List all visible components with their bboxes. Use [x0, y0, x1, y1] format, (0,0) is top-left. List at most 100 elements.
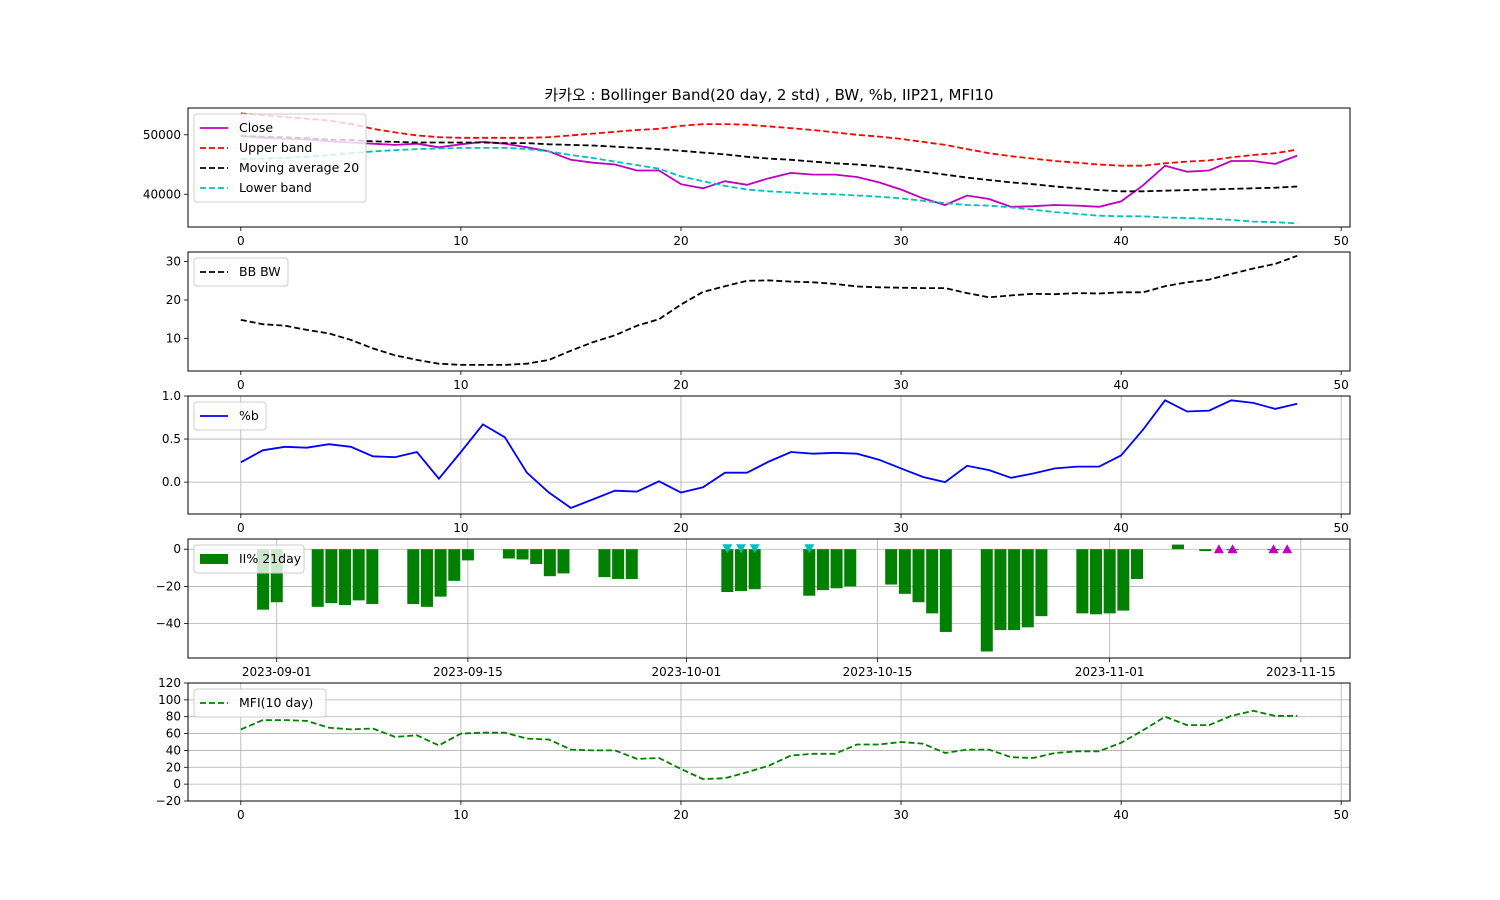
bar	[598, 549, 611, 578]
series-line-bb-bw	[240, 254, 1298, 366]
x-tick-label: 2023-09-15	[433, 665, 503, 679]
bar	[1090, 549, 1103, 615]
bar	[1076, 549, 1089, 614]
legend-box	[193, 688, 327, 718]
bar	[1117, 549, 1130, 611]
bar	[1035, 549, 1048, 617]
x-tick-label: 0	[237, 808, 245, 822]
buy-signal-marker	[1268, 544, 1279, 554]
bar	[543, 549, 556, 577]
x-tick-label: 20	[673, 234, 688, 248]
y-tick-label: 1.0	[162, 389, 181, 403]
x-tick-label: 40	[1113, 234, 1128, 248]
panel-mfi: 0 10 20 30 40 50 −20 0 20 40 60 80 100 120 MFI(10 day)	[156, 676, 1351, 822]
bar	[434, 549, 447, 597]
bar	[1199, 549, 1212, 552]
bar	[748, 549, 761, 590]
y-tick-label: 30	[166, 255, 181, 269]
legend: BB BW	[193, 257, 289, 287]
x-tick-label: 0	[237, 378, 245, 392]
y-tick-label: −20	[156, 579, 181, 593]
bar	[1130, 549, 1143, 579]
bar	[926, 549, 939, 614]
legend-label: BB BW	[239, 264, 281, 279]
series-line-moving-average-20	[240, 135, 1298, 193]
y-tick-label: 0	[173, 542, 181, 556]
x-tick-label: 2023-09-01	[242, 665, 312, 679]
legend-label: %b	[239, 408, 259, 423]
x-tick-label: 50	[1334, 521, 1349, 535]
plot-area	[240, 254, 1298, 366]
panel-bollinger: 0 10 20 30 40 50 40000 50000 Close Upper band Movi…	[143, 107, 1351, 248]
x-tick-label: 50	[1334, 234, 1349, 248]
bar	[612, 549, 625, 579]
series-line--b	[240, 399, 1298, 510]
buy-signal-marker	[1282, 544, 1293, 554]
x-tick-label: 10	[453, 521, 468, 535]
axes-frame	[187, 682, 1351, 802]
legend-box	[193, 257, 289, 287]
y-tick-label: −20	[156, 794, 181, 808]
panel-percent-b: 0 10 20 30 40 50 0.0 0.5 1.0 %b	[162, 389, 1351, 535]
x-tick-label: 20	[673, 521, 688, 535]
y-tick-label: 40	[166, 743, 181, 757]
x-tick-label: 40	[1113, 378, 1128, 392]
bar	[912, 549, 925, 603]
legend-label: Close	[239, 120, 273, 135]
sell-signal-marker	[749, 544, 760, 554]
bar	[885, 549, 898, 585]
y-tick-label: 80	[166, 710, 181, 724]
bar	[311, 549, 324, 607]
y-tick-label: 10	[166, 331, 181, 345]
bar	[448, 549, 461, 581]
bar	[898, 549, 911, 594]
x-tick-label: 40	[1113, 808, 1128, 822]
bar	[803, 549, 816, 596]
bar	[366, 549, 379, 605]
bar	[339, 549, 352, 606]
axes-frame	[187, 107, 1351, 228]
y-tick-label: 0.0	[162, 475, 181, 489]
panel-bandwidth: 0 10 20 30 40 50 10 20 30 BB BW	[166, 251, 1351, 392]
x-tick-label: 50	[1334, 808, 1349, 822]
axes-frame	[187, 395, 1351, 515]
legend-label: Moving average 20	[239, 160, 359, 175]
bar	[407, 549, 420, 605]
bar	[420, 549, 433, 607]
legend-box	[193, 544, 305, 574]
x-tick-label: 10	[453, 378, 468, 392]
bar	[625, 549, 638, 579]
series-line-mfi-10-day-	[240, 709, 1298, 781]
x-tick-label: 10	[453, 234, 468, 248]
y-tick-label: 20	[166, 760, 181, 774]
plot-area	[240, 112, 1298, 225]
y-tick-label: 60	[166, 727, 181, 741]
y-tick-label: 0	[173, 777, 181, 791]
buy-signal-marker	[1227, 544, 1238, 554]
buy-signal-marker	[1213, 544, 1224, 554]
bar	[816, 549, 829, 591]
panel-ii-percent: 2023-09-01 2023-09-15 2023-10-01 2023-10-15…	[156, 538, 1351, 679]
bar	[461, 549, 474, 561]
x-tick-label: 40	[1113, 521, 1128, 535]
legend: %b	[193, 401, 267, 431]
legend-label: Lower band	[239, 180, 312, 195]
x-tick-label: 2023-10-01	[652, 665, 722, 679]
bar	[735, 549, 748, 592]
x-tick-label: 2023-10-15	[843, 665, 913, 679]
x-tick-label: 30	[893, 378, 908, 392]
bar	[980, 549, 993, 652]
bar	[557, 549, 570, 574]
axes-frame	[187, 538, 1351, 659]
plot-area	[240, 709, 1298, 781]
bar	[502, 549, 515, 559]
y-tick-label: 0.5	[162, 432, 181, 446]
legend-box	[193, 113, 367, 203]
legend-box	[193, 401, 267, 431]
x-tick-label: 20	[673, 378, 688, 392]
bar	[844, 549, 857, 587]
bar	[352, 549, 365, 601]
legend-label: II% 21day	[239, 551, 302, 566]
x-tick-label: 0	[237, 234, 245, 248]
